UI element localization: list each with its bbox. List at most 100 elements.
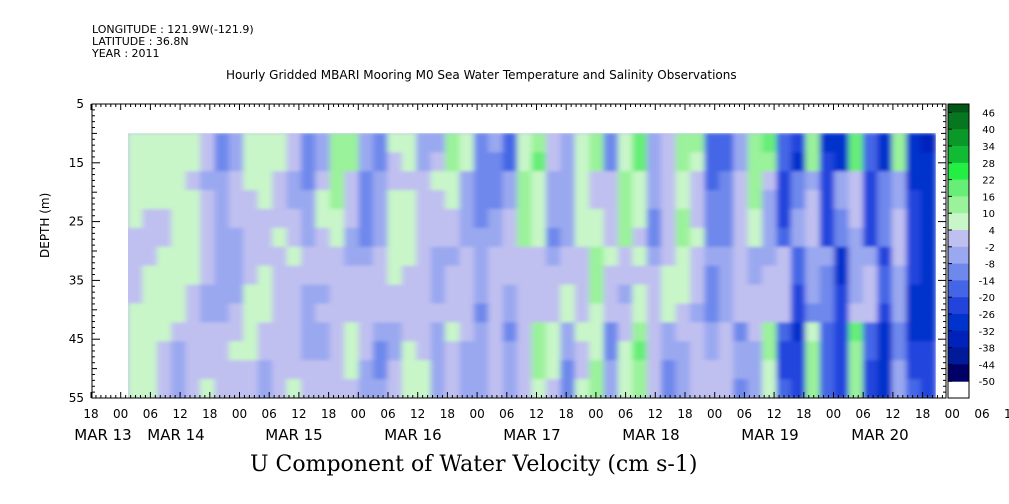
heatmap-cell bbox=[718, 284, 735, 305]
heatmap-cell bbox=[560, 246, 576, 267]
heatmap-cell bbox=[257, 284, 273, 305]
heatmap-cell bbox=[257, 379, 273, 398]
heatmap-cell bbox=[358, 360, 374, 380]
heatmap-cell bbox=[920, 303, 936, 323]
heatmap-cell bbox=[790, 360, 807, 380]
heatmap-cell bbox=[891, 209, 907, 229]
heatmap-cell bbox=[632, 152, 648, 172]
heatmap-cell bbox=[171, 322, 187, 342]
heatmap-cell bbox=[416, 246, 432, 267]
heatmap-cell bbox=[661, 360, 677, 380]
colorbar-swatch bbox=[948, 246, 969, 265]
heatmap-cell bbox=[315, 284, 331, 305]
heatmap-cell bbox=[574, 171, 590, 191]
heatmap-cell bbox=[430, 171, 446, 191]
heatmap-cell bbox=[877, 152, 893, 172]
heatmap-cell bbox=[747, 133, 763, 153]
heatmap-cell bbox=[272, 209, 288, 229]
heatmap-cell bbox=[344, 284, 360, 305]
heatmap-cell bbox=[488, 322, 504, 342]
heatmap-cell bbox=[805, 246, 821, 267]
heatmap-cell bbox=[473, 265, 490, 286]
heatmap-cell bbox=[603, 341, 619, 361]
heatmap-cell bbox=[862, 133, 879, 153]
heatmap-cell bbox=[416, 265, 432, 286]
heatmap-cell bbox=[214, 303, 230, 323]
colorbar-swatch bbox=[948, 280, 969, 298]
heatmap-cell bbox=[646, 190, 662, 210]
heatmap-cell bbox=[776, 322, 792, 342]
heatmap-cell bbox=[661, 303, 677, 323]
heatmap-cell bbox=[790, 322, 807, 342]
heatmap-cell bbox=[228, 133, 245, 153]
heatmap-cell bbox=[545, 360, 562, 380]
heatmap-cell bbox=[517, 265, 533, 286]
heatmap-cell bbox=[185, 246, 201, 267]
heatmap-cell bbox=[344, 209, 360, 229]
heatmap-cell bbox=[848, 152, 864, 172]
heatmap-cell bbox=[733, 246, 749, 267]
heatmap-cell bbox=[387, 246, 403, 267]
heatmap-cell bbox=[920, 246, 936, 267]
heatmap-cell bbox=[329, 152, 345, 172]
heatmap-cell bbox=[747, 265, 763, 286]
heatmap-cell bbox=[200, 341, 216, 361]
heatmap-cell bbox=[819, 227, 835, 248]
heatmap-cell bbox=[156, 322, 173, 342]
heatmap-cell bbox=[589, 152, 605, 172]
heatmap-cell bbox=[718, 322, 735, 342]
heatmap-cell bbox=[185, 227, 201, 248]
heatmap-cell bbox=[661, 265, 677, 286]
heatmap-cell bbox=[416, 303, 432, 323]
heatmap-cell bbox=[848, 322, 864, 342]
heatmap-cell bbox=[718, 209, 735, 229]
heatmap-cell bbox=[459, 227, 475, 248]
heatmap-cell bbox=[502, 152, 518, 172]
heatmap-cell bbox=[661, 171, 677, 191]
heatmap-cell bbox=[834, 322, 850, 342]
heatmap-cell bbox=[891, 379, 907, 398]
heatmap-cell bbox=[790, 284, 807, 305]
heatmap-cell bbox=[358, 341, 374, 361]
heatmap-cell bbox=[488, 303, 504, 323]
x-hour-label: 18 bbox=[915, 407, 930, 421]
latitude-label: LATITUDE : 36.8N bbox=[92, 35, 189, 48]
heatmap-cell bbox=[690, 360, 706, 380]
x-hour-label: 06 bbox=[974, 407, 989, 421]
heatmap-cell bbox=[819, 360, 835, 380]
x-hour-label: 18 bbox=[202, 407, 217, 421]
heatmap-cell bbox=[834, 360, 850, 380]
heatmap-cell bbox=[517, 341, 533, 361]
x-hour-label: 18 bbox=[559, 407, 574, 421]
heatmap-cell bbox=[272, 265, 288, 286]
heatmap-cell bbox=[762, 133, 778, 153]
heatmap-cell bbox=[142, 341, 158, 361]
heatmap-cell bbox=[776, 209, 792, 229]
heatmap-cell bbox=[776, 284, 792, 305]
heatmap-cell bbox=[300, 133, 317, 153]
heatmap-cell bbox=[286, 171, 302, 191]
heatmap-cell bbox=[243, 227, 259, 248]
heatmap-cell bbox=[617, 341, 634, 361]
heatmap-cell bbox=[920, 209, 936, 229]
heatmap-cell bbox=[646, 284, 662, 305]
heatmap-cell bbox=[545, 190, 562, 210]
heatmap-cell bbox=[171, 190, 187, 210]
heatmap-cell bbox=[690, 133, 706, 153]
heatmap-cell bbox=[877, 227, 893, 248]
heatmap-cell bbox=[358, 227, 374, 248]
heatmap-cell bbox=[517, 190, 533, 210]
heatmap-cell bbox=[891, 265, 907, 286]
heatmap-cell bbox=[762, 171, 778, 191]
heatmap-cell bbox=[156, 379, 173, 398]
heatmap-cell bbox=[372, 152, 389, 172]
heatmap-cell bbox=[531, 284, 547, 305]
heatmap-cell bbox=[545, 171, 562, 191]
heatmap-cell bbox=[142, 379, 158, 398]
x-hour-label: 12 bbox=[1004, 407, 1009, 421]
heatmap-cell bbox=[502, 303, 518, 323]
heatmap-cell bbox=[632, 265, 648, 286]
heatmap-cell bbox=[142, 190, 158, 210]
heatmap-field bbox=[128, 133, 936, 398]
y-tick-label: 55 bbox=[69, 391, 84, 405]
